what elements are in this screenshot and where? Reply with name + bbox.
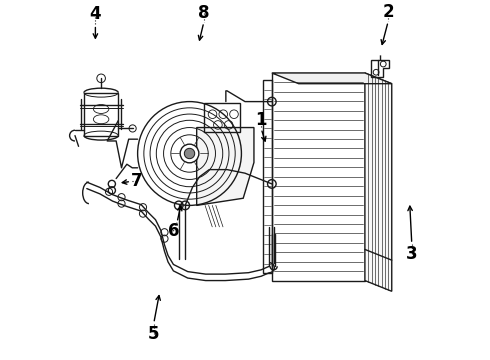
Polygon shape	[196, 127, 254, 206]
Text: 4: 4	[90, 5, 101, 23]
Text: 7: 7	[130, 172, 142, 190]
Text: 1: 1	[255, 111, 267, 129]
Circle shape	[184, 148, 195, 159]
Text: 2: 2	[382, 3, 394, 21]
Text: 8: 8	[198, 4, 210, 22]
Circle shape	[180, 144, 199, 163]
Polygon shape	[272, 73, 392, 84]
Text: 3: 3	[406, 245, 417, 263]
Polygon shape	[365, 73, 392, 291]
Text: 5: 5	[148, 324, 159, 342]
Text: 6: 6	[168, 222, 179, 240]
